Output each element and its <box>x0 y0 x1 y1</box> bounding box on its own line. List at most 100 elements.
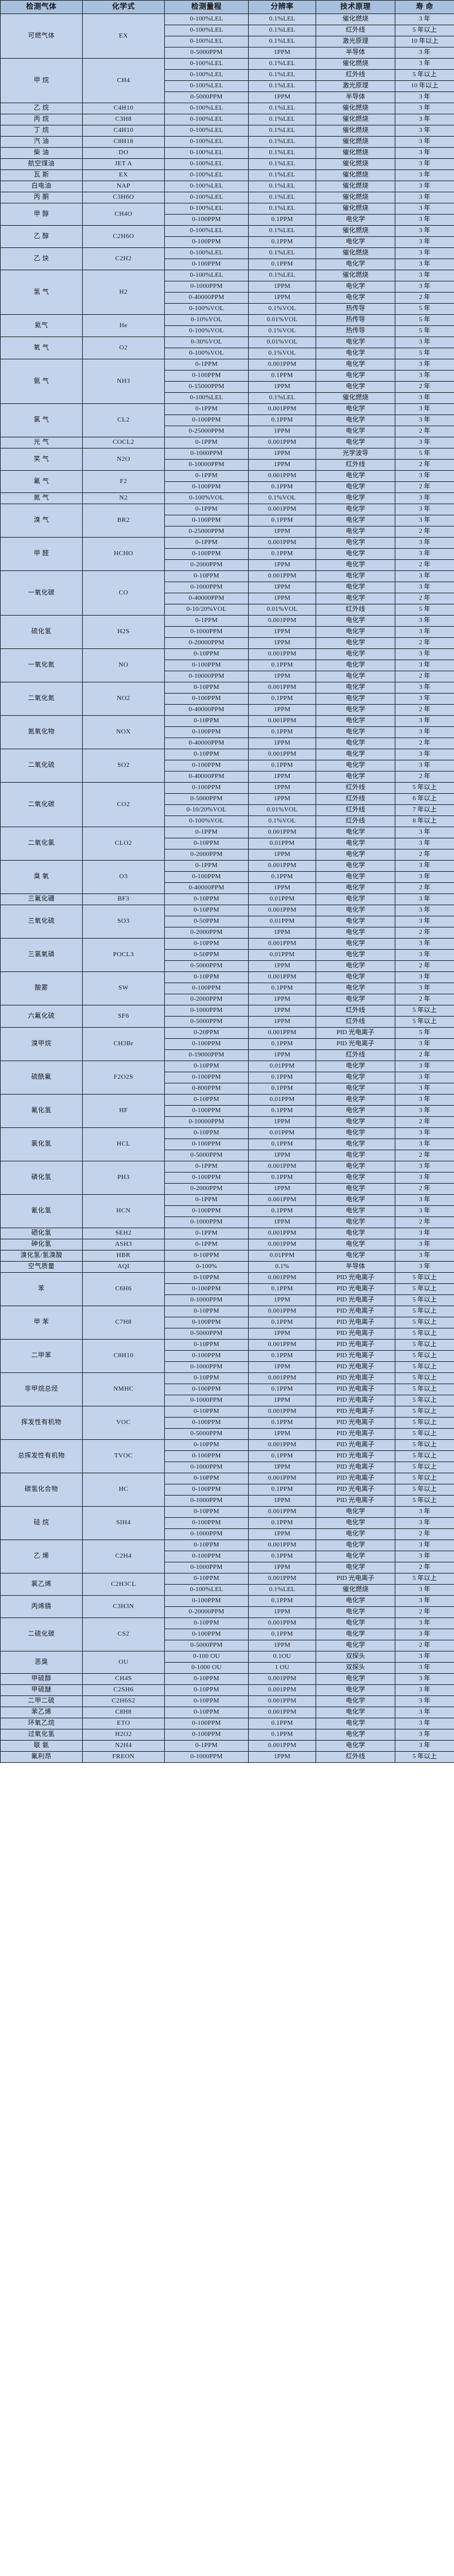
cell-lifetime: 5 年以上 <box>395 1406 454 1418</box>
cell-resolution: 0.001PPM <box>248 437 316 448</box>
cell-gas: 一氧化氮 <box>0 648 83 682</box>
cell-lifetime: 5 年 <box>395 1027 454 1039</box>
gas-detection-spec-sheet: 检测气体 化学式 检测量程 分辨率 技术原理 寿 命 可燃气体 EX 0-100%L… <box>0 0 454 1763</box>
cell-lifetime: 10 年以上 <box>395 80 454 92</box>
cell-resolution: 0.001PPM <box>248 860 316 872</box>
cell-technology: 电化学 <box>316 1729 395 1741</box>
cell-gas: 甲 醛 <box>0 537 83 571</box>
cell-range: 0-10/20%VOL <box>164 604 249 616</box>
cell-range: 0-100PPM <box>164 1205 249 1217</box>
cell-technology: 电化学 <box>316 481 395 493</box>
cell-resolution: 0.1PPM <box>248 236 316 248</box>
table-row: 0-100PPM 0.1PPM PID 光电离子 3 年 <box>1 1038 454 1050</box>
table-row: 0-100PPM 0.1PPM 电化学 3 年 <box>1 1139 454 1150</box>
cell-formula: C3H3N <box>82 1595 165 1618</box>
cell-gas: 溴化氢/氢溴酸 <box>0 1250 83 1262</box>
cell-range: 0-10PPM <box>164 1272 249 1284</box>
cell-formula: NAP <box>82 181 165 192</box>
cell-formula: PH3 <box>82 1161 165 1195</box>
cell-technology: 红外线 <box>316 804 395 816</box>
cell-range: 0-1PPM <box>164 1239 249 1250</box>
cell-range: 0-10%VOL <box>164 314 249 326</box>
cell-technology: 电化学 <box>316 236 395 248</box>
cell-range: 0-100PPM <box>164 1718 249 1729</box>
cell-formula: AQI <box>82 1261 165 1273</box>
cell-lifetime: 2 年 <box>395 1562 454 1574</box>
table-row: 二氧化氯 CLO2 0-1PPM 0.001PPM 电化学 3 年 <box>0 827 454 861</box>
cell-technology: 电化学 <box>316 1205 395 1217</box>
cell-range: 0-10PPM <box>164 1094 249 1106</box>
table-row: 0-100%LEL 0.1%LEL 激光原理 10 年以上 <box>1 36 454 47</box>
cell-lifetime: 3 年 <box>395 1718 454 1729</box>
table-row: 0-100%LEL 0.1%LEL 红外线 5 年以上 <box>1 69 454 81</box>
table-row: 挥发性有机物 VOC 0-10PPM 0.001PPM PID 光电离子 5 年以上 <box>0 1406 454 1440</box>
cell-range: 0-40000PPM <box>164 704 249 716</box>
cell-gas: 航空煤油 <box>0 158 83 170</box>
cell-formula: HF <box>82 1094 165 1128</box>
cell-lifetime: 3 年 <box>395 1105 454 1117</box>
cell-technology: 催化燃烧 <box>316 181 395 192</box>
cell-resolution: 0.1PPM <box>248 1450 316 1462</box>
cell-gas: 氮氧化物 <box>0 715 83 749</box>
cell-formula: O2 <box>82 337 165 359</box>
cell-range: 0-10PPM <box>164 905 249 916</box>
cell-range: 0-50PPM <box>164 916 249 927</box>
cell-range: 0-100PPM <box>164 693 249 705</box>
cell-formula: H2S <box>82 615 165 649</box>
table-row: 0-10000PPM 1PPM 电化学 2 年 <box>1 1116 454 1128</box>
cell-resolution: 1PPM <box>248 793 316 805</box>
cell-resolution: 0.001PPM <box>248 905 316 916</box>
cell-resolution: 0.001PPM <box>248 1272 316 1284</box>
table-row: 航空煤油 JET A 0-100%LEL 0.1%LEL 催化燃烧 3 年 <box>0 158 454 170</box>
table-row: 汽 油 C8H18 0-100%LEL 0.1%LEL 催化燃烧 3 年 <box>0 136 454 148</box>
table-row: 氟化氢 HF 0-10PPM 0.01PPM 电化学 3 年 <box>0 1094 454 1128</box>
cell-range: 0-100PPM <box>164 1072 249 1083</box>
cell-resolution: 0.1%LEL <box>248 147 316 159</box>
cell-technology: 催化燃烧 <box>316 1584 395 1596</box>
table-row: 氯化氢 HCL 0-10PPM 0.01PPM 电化学 3 年 <box>0 1127 454 1161</box>
cell-range: 0-100%LEL <box>164 58 249 70</box>
cell-technology: 热传导 <box>316 314 395 326</box>
cell-lifetime: 3 年 <box>395 938 454 950</box>
cell-lifetime: 3 年 <box>395 58 454 70</box>
cell-gas: 氢 气 <box>0 270 83 315</box>
cell-formula: HCHO <box>82 537 165 571</box>
cell-lifetime: 3 年 <box>395 693 454 705</box>
cell-range: 0-40000PPM <box>164 593 249 604</box>
cell-resolution: 1PPM <box>248 559 316 571</box>
cell-lifetime: 3 年 <box>395 715 454 727</box>
cell-lifetime: 3 年 <box>395 537 454 549</box>
cell-resolution: 1PPM <box>248 526 316 538</box>
cell-resolution: 1PPM <box>248 1049 316 1061</box>
cell-range: 0-100PPM <box>164 871 249 883</box>
table-row: 硫化氢 H2S 0-1PPM 0.001PPM 电化学 3 年 <box>0 615 454 649</box>
cell-technology: PID 光电离子 <box>316 1283 395 1295</box>
cell-resolution: 1PPM <box>248 637 316 649</box>
cell-technology: 光学波导 <box>316 448 395 460</box>
cell-lifetime: 2 年 <box>395 381 454 393</box>
table-row: 0-100PPM 0.1PPM PID 光电离子 5 年以上 <box>1 1484 454 1496</box>
cell-range: 0-100%LEL <box>164 136 249 148</box>
cell-lifetime: 2 年 <box>395 426 454 437</box>
cell-technology: 催化燃烧 <box>316 270 395 281</box>
table-row: 0-10/20%VOL 0.01%VOL 红外线 7 年以上 <box>1 804 454 816</box>
cell-resolution: 0.1PPM <box>248 660 316 671</box>
cell-lifetime: 3 年 <box>395 1707 454 1718</box>
cell-technology: PID 光电离子 <box>316 1450 395 1462</box>
table-row: 氟利昂 FREON 0-1000PPM 1PPM 红外线 5 年以上 <box>0 1751 454 1763</box>
cell-lifetime: 2 年 <box>395 1640 454 1651</box>
cell-gas: 酸雾 <box>0 971 83 1005</box>
cell-resolution: 1PPM <box>248 1562 316 1574</box>
cell-technology: 电化学 <box>316 1127 395 1139</box>
table-row: 碳氢化合物 HC 0-10PPM 0.001PPM PID 光电离子 5 年以上 <box>0 1473 454 1507</box>
cell-technology: 电化学 <box>316 648 395 660</box>
cell-lifetime: 5 年 <box>395 325 454 337</box>
cell-formula: F2 <box>82 470 165 493</box>
cell-lifetime: 5 年以上 <box>395 1395 454 1406</box>
cell-lifetime: 3 年 <box>395 893 454 905</box>
cell-resolution: 0.001PPM <box>248 1540 316 1551</box>
cell-formula: TVOC <box>82 1439 165 1473</box>
cell-lifetime: 5 年以上 <box>395 1016 454 1028</box>
table-row: 0-2000PPM 1PPM 电化学 2 年 <box>1 559 454 571</box>
table-row: 瓦 斯 EX 0-100%LEL 0.1%LEL 催化燃烧 3 年 <box>0 169 454 181</box>
